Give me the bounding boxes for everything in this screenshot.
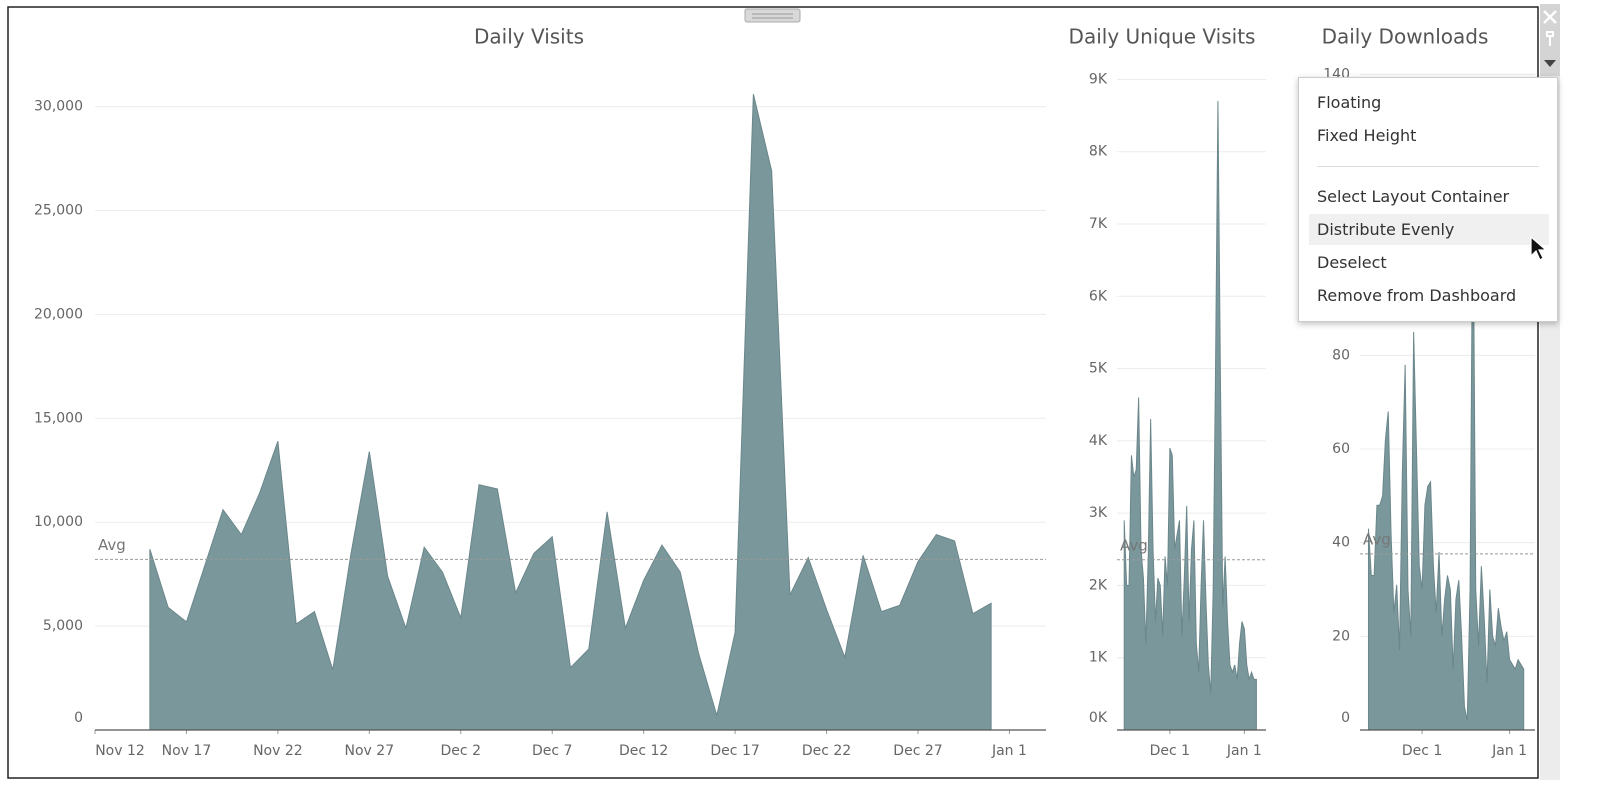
pin-icon[interactable] bbox=[1546, 31, 1554, 46]
dropdown-icon[interactable] bbox=[1544, 60, 1556, 67]
y-tick-label: 40 bbox=[1332, 535, 1350, 551]
x-tick-label: Dec 1 bbox=[1402, 743, 1442, 759]
x-tick-label: Nov 22 bbox=[253, 743, 303, 759]
cursor-arrow bbox=[1530, 236, 1548, 261]
y-tick-label: 0 bbox=[74, 710, 83, 726]
x-tick-label: Dec 27 bbox=[893, 743, 942, 759]
menu-item[interactable]: Fixed Height bbox=[1317, 126, 1417, 145]
y-tick-label: 20,000 bbox=[34, 306, 83, 322]
y-tick-label: 9K bbox=[1089, 71, 1108, 87]
chart-title: Daily Downloads bbox=[1322, 25, 1489, 49]
menu-item[interactable]: Distribute Evenly bbox=[1309, 214, 1549, 245]
x-tick-label: Nov 12 bbox=[95, 743, 145, 759]
y-tick-label: 3K bbox=[1089, 505, 1108, 521]
x-tick-label: Jan 1 bbox=[991, 743, 1027, 759]
y-tick-label: 15,000 bbox=[34, 410, 83, 426]
cursor bbox=[1530, 236, 1548, 261]
close-icon[interactable] bbox=[1543, 10, 1557, 24]
x-tick-label: Nov 27 bbox=[345, 743, 395, 759]
y-tick-label: 0 bbox=[1341, 710, 1350, 726]
y-tick-label: 0K bbox=[1089, 710, 1108, 726]
x-tick-label: Dec 1 bbox=[1150, 743, 1190, 759]
y-tick-label: 8K bbox=[1089, 144, 1108, 160]
menu-item[interactable]: Floating bbox=[1317, 93, 1382, 112]
area bbox=[1367, 168, 1525, 731]
avg-label: Avg bbox=[1120, 536, 1148, 554]
y-tick-label: 20 bbox=[1332, 628, 1350, 644]
x-tick-label: Dec 12 bbox=[619, 743, 668, 759]
chart-title: Daily Unique Visits bbox=[1069, 25, 1256, 49]
area bbox=[149, 93, 992, 731]
y-tick-label: 7K bbox=[1089, 216, 1108, 232]
y-tick-label: 2K bbox=[1089, 577, 1108, 593]
y-tick-label: 6K bbox=[1089, 288, 1108, 304]
y-tick-label: 4K bbox=[1089, 433, 1108, 449]
y-tick-label: 5,000 bbox=[43, 618, 83, 634]
x-tick-label: Dec 7 bbox=[532, 743, 572, 759]
menu-item[interactable]: Remove from Dashboard bbox=[1317, 286, 1517, 305]
menu-separator bbox=[1317, 166, 1539, 167]
y-tick-label: 10,000 bbox=[34, 514, 83, 530]
x-tick-label: Jan 1 bbox=[1491, 743, 1527, 759]
area bbox=[1123, 101, 1257, 731]
menu-item[interactable]: Deselect bbox=[1317, 253, 1387, 272]
y-tick-label: 25,000 bbox=[34, 202, 83, 218]
container-border bbox=[7, 6, 1539, 779]
x-tick-label: Dec 2 bbox=[441, 743, 481, 759]
charts: Daily Visits 0 5,000 10,000 15,000 20,000 25,0… bbox=[34, 25, 1535, 759]
y-tick-label: 60 bbox=[1332, 441, 1350, 457]
x-tick-label: Dec 17 bbox=[710, 743, 759, 759]
y-tick-label: 30,000 bbox=[34, 99, 83, 115]
menu-item[interactable]: Select Layout Container bbox=[1317, 187, 1510, 206]
drag-handle[interactable] bbox=[744, 8, 801, 23]
y-tick-label: 80 bbox=[1332, 347, 1350, 363]
y-tick-label: 1K bbox=[1089, 650, 1108, 666]
avg-label: Avg bbox=[98, 536, 126, 554]
x-tick-label: Dec 22 bbox=[802, 743, 851, 759]
y-tick-label: 5K bbox=[1089, 361, 1108, 377]
avg-label: Avg bbox=[1363, 530, 1391, 548]
context-menu: Floating Fixed Height Select Layout Cont… bbox=[1298, 77, 1558, 322]
x-tick-label: Jan 1 bbox=[1226, 743, 1262, 759]
chart-title: Daily Visits bbox=[474, 25, 584, 49]
x-tick-label: Nov 17 bbox=[162, 743, 212, 759]
